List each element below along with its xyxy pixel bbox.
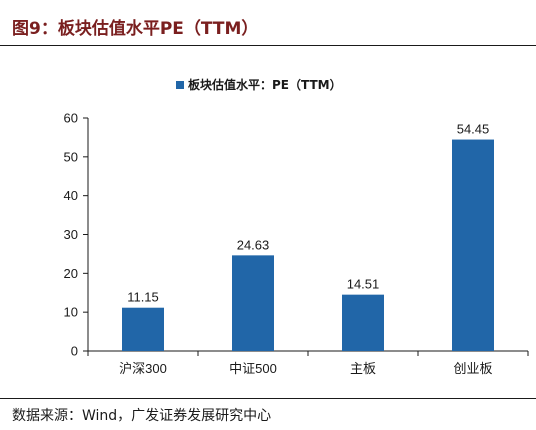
x-category-label: 沪深300 <box>119 361 167 376</box>
bar-chart: 板块估值水平：PE（TTM） 0 10 20 30 40 50 60 11.15 24.63 1… <box>64 77 529 376</box>
title-divider <box>0 45 536 46</box>
bar-value-label: 24.63 <box>237 237 270 252</box>
legend-swatch <box>176 81 184 89</box>
y-tick-label: 10 <box>64 305 78 320</box>
y-tick-label: 30 <box>64 227 78 242</box>
legend-label: 板块估值水平：PE（TTM） <box>188 77 342 92</box>
y-tick-label: 60 <box>64 111 78 126</box>
x-category-label: 创业板 <box>453 361 492 376</box>
bar <box>122 307 164 351</box>
legend: 板块估值水平：PE（TTM） <box>176 77 342 92</box>
bar-value-label: 11.15 <box>127 290 159 305</box>
x-category-label: 中证500 <box>229 361 277 376</box>
x-category-label: 主板 <box>350 361 376 376</box>
y-tick-label: 40 <box>64 188 78 203</box>
figure-title: 图9：板块估值水平PE（TTM） <box>12 19 259 39</box>
y-tick-label: 20 <box>64 266 78 281</box>
source-note: 数据来源：Wind，广发证券发展研究中心 <box>12 408 272 424</box>
bar <box>452 139 494 351</box>
bar-value-label: 54.45 <box>457 122 490 137</box>
bar <box>232 255 274 351</box>
bar <box>342 294 384 351</box>
y-tick-label: 0 <box>71 344 78 359</box>
source-divider <box>0 398 536 399</box>
bar-value-label: 14.51 <box>347 277 380 292</box>
y-tick-label: 50 <box>64 149 78 164</box>
